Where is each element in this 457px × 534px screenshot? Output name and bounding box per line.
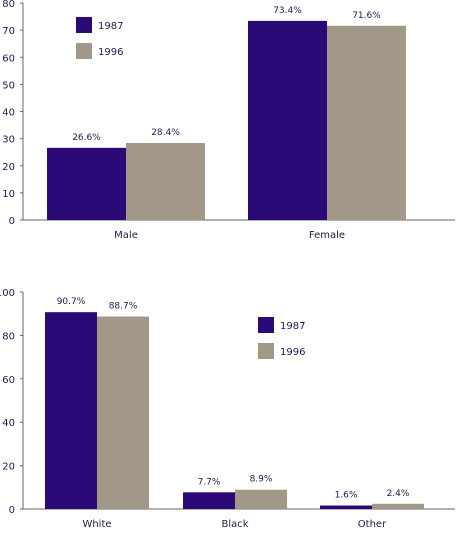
legend-swatch-1996 [258,343,274,359]
category-label: Other [358,519,387,530]
data-label: 71.6% [352,11,381,21]
legend-label-1987: 1987 [98,21,123,32]
y-tick-label: 40 [2,418,15,429]
legend-swatch-1987 [76,17,92,33]
bars: 26.6% 28.4% 73.4% 71.6% [47,6,406,221]
bars: 90.7% 88.7% 7.7% 8.9% 1.6% 2.4% [45,297,424,509]
data-label: 28.4% [151,128,180,138]
y-tick-label: 20 [2,462,15,473]
y-tick-label: 20 [2,162,15,173]
y-tick-label: 0 [9,216,15,227]
bar-other-1987 [320,505,372,509]
bar-white-1987 [45,312,97,509]
y-tick-label: 10 [2,189,15,200]
y-tick-label: 40 [2,108,15,119]
category-labels: Male Female [114,230,345,241]
data-label: 1.6% [335,491,358,501]
category-label: Male [114,230,138,241]
chart-race: 020406080100 90.7%88.7%7.7%8.9%1.6%2.4% … [0,288,455,530]
y-tick-label: 100 [0,288,15,299]
category-label: Female [309,230,345,241]
y-tick-label: 30 [2,135,15,146]
y-tick-label: 80 [2,331,15,342]
y-tick-label: 0 [9,505,15,516]
category-labels: White Black Other [82,519,387,530]
data-label: 90.7% [57,297,86,307]
data-label: 7.7% [198,477,221,487]
data-label: 73.4% [273,6,302,16]
category-label: White [82,519,111,530]
data-label: 88.7% [109,302,138,312]
legend: 1987 1996 [258,317,305,359]
data-label: 8.9% [250,475,273,485]
legend-label-1987: 1987 [280,321,305,332]
category-label: Black [221,519,248,530]
legend-swatch-1987 [258,317,274,333]
bar-female-1996 [327,25,406,220]
y-tick-label: 60 [2,375,15,386]
y-tick-label: 60 [2,53,15,64]
bar-male-1987 [47,147,126,220]
y-ticks: 0 10 20 30 40 50 60 70 80 [2,0,23,227]
bar-female-1987 [248,20,327,221]
legend-label-1996: 1996 [98,47,123,58]
y-tick-label: 70 [2,26,15,37]
data-label: 26.6% [72,133,101,143]
y-ticks: 0 20 40 60 80 100 [0,288,23,516]
bar-black-1996 [235,489,287,509]
bar-white-1996 [97,316,149,509]
bar-male-1996 [126,142,205,220]
legend-swatch-1996 [76,43,92,59]
chart-gender: 0 10 20 30 40 50 60 70 80 26.6% 28.4% 73.4% 71.6% M… [2,0,455,241]
legend-label-1996: 1996 [280,347,305,358]
bar-black-1987 [183,492,235,509]
bar-other-1996 [372,503,424,509]
data-label: 2.4% [387,489,410,499]
legend: 1987 1996 [76,17,123,59]
y-tick-label: 50 [2,80,15,91]
y-tick-label: 80 [2,0,15,10]
